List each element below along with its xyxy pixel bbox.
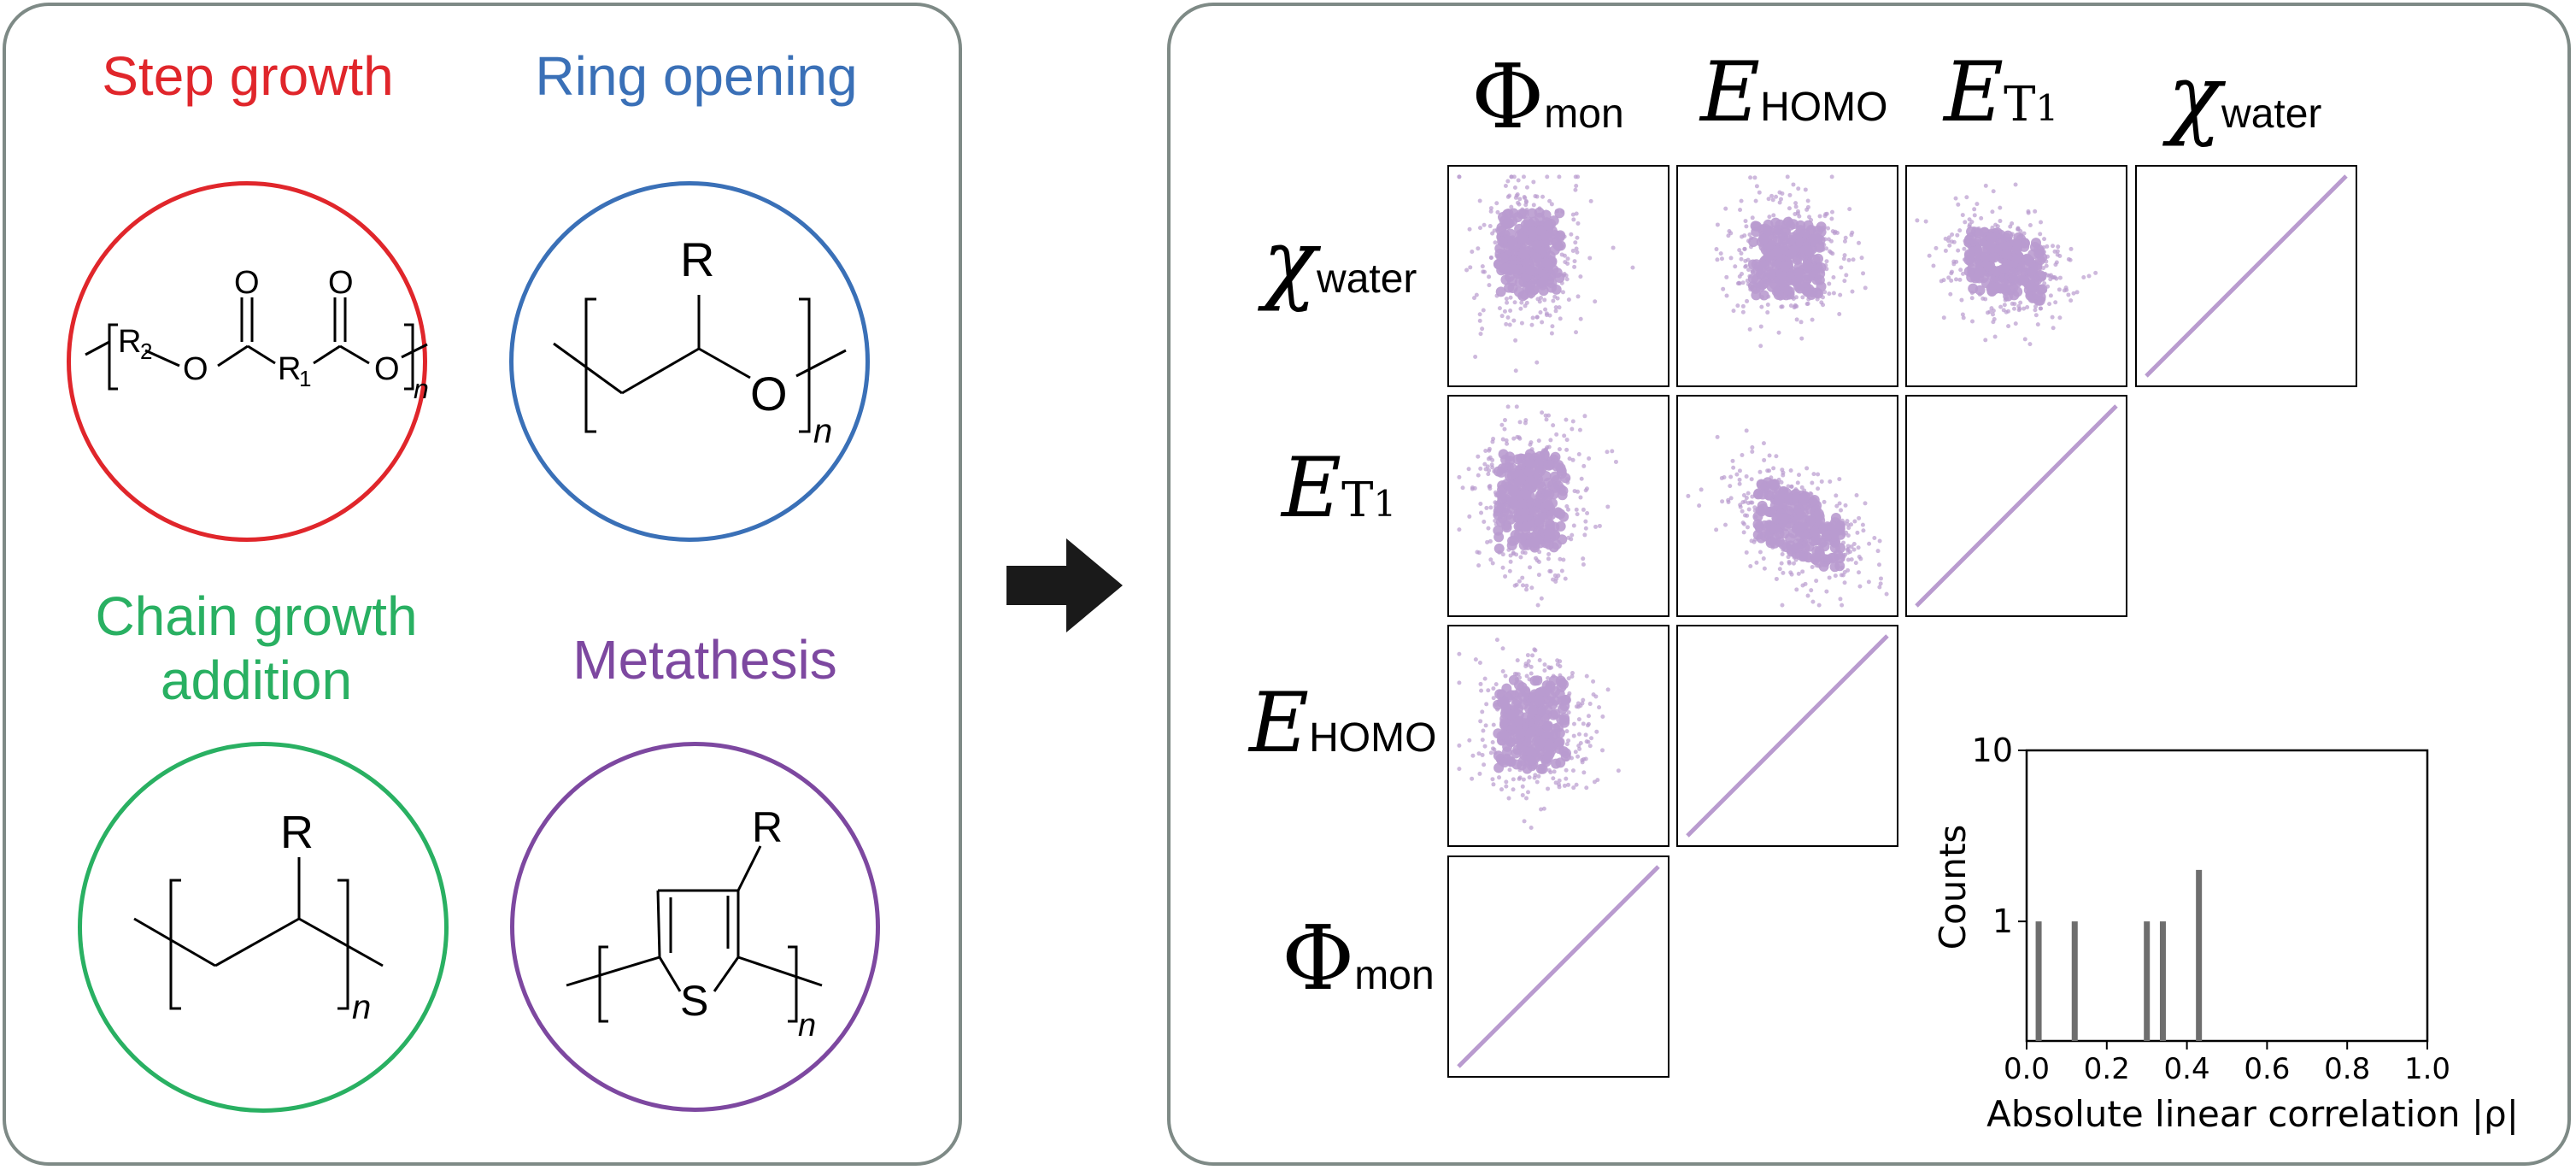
ring-opening-structure: R O n	[553, 232, 847, 450]
chain-growth-structure: R n	[133, 807, 384, 1026]
col-header-phi-mon: Φmon	[1471, 44, 1624, 149]
symbol: χ	[1263, 209, 1317, 314]
scatter-cell-r0-c3	[2135, 165, 2357, 387]
y-axis-label: Counts	[1932, 825, 1974, 950]
scatter-cell-r1-c2	[1905, 395, 2127, 617]
x-tick-label: 0.0	[2004, 1052, 2050, 1086]
ring-opening-circle	[509, 181, 870, 542]
ester-o-2-text: O	[374, 351, 400, 387]
chain-growth-addition-label: Chain growth addition	[95, 585, 418, 711]
r1-sub-text: 1	[299, 366, 311, 391]
col-header-e-homo: EHOMO	[1700, 44, 1887, 140]
n-text: n	[813, 413, 832, 450]
col-header-e-t1: ET1	[1944, 44, 2058, 140]
symbol: Φ	[1471, 44, 1545, 149]
row-label-e-t1: ET1	[1282, 440, 1396, 536]
scatter-cell-r3-c0	[1447, 855, 1669, 1078]
step-growth-label: Step growth	[102, 45, 394, 107]
symbol: Φ	[1282, 906, 1355, 1010]
right-arrow-icon	[1006, 538, 1123, 632]
ring-opening-label: Ring opening	[535, 45, 858, 107]
subsubscript: 1	[2035, 87, 2059, 129]
subscript: T	[2004, 77, 2036, 132]
symbol: E	[1282, 440, 1342, 536]
metathesis-structure: R S n	[566, 803, 823, 1044]
sulfur-s-text: S	[680, 977, 708, 1025]
chain-growth-circle	[78, 742, 449, 1113]
r-text: R	[680, 232, 714, 286]
subscript: HOMO	[1309, 715, 1437, 761]
scatter-cell-r0-c0	[1447, 165, 1669, 387]
y-tick-label: 10	[1972, 732, 2013, 769]
histogram-frame	[2025, 749, 2429, 1043]
subscript: water	[2221, 91, 2322, 137]
subscript: mon	[1544, 91, 1624, 137]
subsubscript: 1	[1373, 483, 1397, 525]
scatter-cell-r2-c1	[1676, 625, 1898, 847]
scatter-cell-r1-c1	[1676, 395, 1898, 617]
metathesis-circle	[510, 742, 880, 1112]
n-text: n	[352, 989, 371, 1026]
scatter-cell-r2-c0	[1447, 625, 1669, 847]
carbonyl-o-2-text: O	[328, 265, 354, 301]
x-axis-label: Absolute linear correlation |ρ|	[1986, 1093, 2519, 1135]
n-text: n	[414, 373, 429, 404]
scatter-cell-r0-c1	[1676, 165, 1898, 387]
r-text: R	[752, 803, 783, 851]
row-label-e-homo: EHOMO	[1249, 675, 1436, 771]
r1-text: R	[278, 351, 301, 387]
symbol: E	[1700, 44, 1761, 140]
scatter-cell-r1-c0	[1447, 395, 1669, 617]
symbol: E	[1249, 675, 1310, 771]
symbol: E	[1944, 44, 2004, 140]
subscript: T	[1341, 473, 1374, 528]
subscript: water	[1317, 256, 1417, 302]
row-label-phi-mon: Φmon	[1282, 906, 1435, 1010]
x-tick-label: 0.6	[2244, 1052, 2290, 1086]
metathesis-label: Metathesis	[572, 629, 837, 691]
ester-o-text: O	[183, 351, 208, 387]
scatter-cell-r0-c2	[1905, 165, 2127, 387]
row-label-chi-water: χwater	[1263, 209, 1417, 314]
step-growth-circle	[67, 181, 427, 542]
r-text: R	[280, 807, 314, 858]
x-tick-label: 0.8	[2324, 1052, 2370, 1086]
r2-sub-text: 2	[140, 338, 152, 364]
y-tick-label: 1	[1992, 902, 2013, 940]
r2-text: R	[118, 324, 141, 360]
col-header-chi-water: χwater	[2168, 44, 2321, 149]
x-tick-label: 0.4	[2164, 1052, 2210, 1086]
ether-o-text: O	[750, 367, 788, 420]
symbol: χ	[2168, 44, 2222, 149]
step-growth-structure: R 2 O O R 1 O O n	[85, 265, 429, 404]
subscript: HOMO	[1760, 85, 1888, 130]
x-tick-label: 0.2	[2084, 1052, 2130, 1086]
subscript: mon	[1354, 953, 1435, 998]
n-text: n	[798, 1008, 816, 1044]
carbonyl-o-text: O	[234, 265, 260, 301]
x-tick-label: 1.0	[2404, 1052, 2450, 1086]
